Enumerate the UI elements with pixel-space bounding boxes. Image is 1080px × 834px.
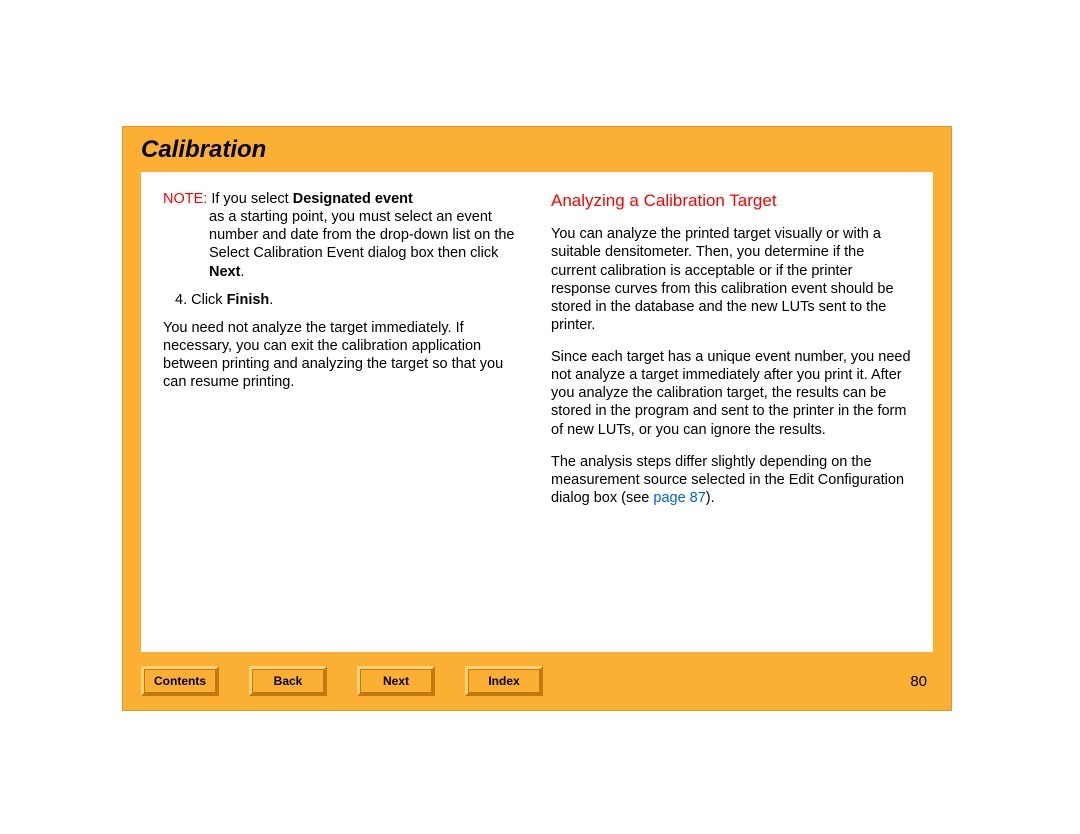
content-panel: NOTE: If you select Designated event as … bbox=[141, 172, 933, 652]
step-number: 4. bbox=[175, 292, 187, 308]
page-number: 80 bbox=[910, 673, 933, 690]
header-bar: Calibration bbox=[123, 127, 951, 172]
section-heading: Analyzing a Calibration Target bbox=[551, 190, 911, 211]
note-body: as a starting point, you must select an … bbox=[163, 208, 523, 281]
step-4: 4. Click Finish. bbox=[163, 291, 523, 309]
note-bold-1: Designated event bbox=[293, 191, 413, 207]
page-title: Calibration bbox=[141, 136, 266, 164]
index-button[interactable]: Index bbox=[465, 666, 543, 696]
step-end: . bbox=[269, 292, 273, 308]
note-text-1: If you select bbox=[207, 191, 292, 207]
note-bold-2: Next bbox=[209, 264, 240, 280]
footer-bar: Contents Back Next Index 80 bbox=[141, 666, 933, 696]
note-text-3: . bbox=[240, 264, 244, 280]
note-text-2: as a starting point, you must select an … bbox=[209, 209, 514, 261]
left-para-1: You need not analyze the target immediat… bbox=[163, 319, 523, 392]
right-column: Analyzing a Calibration Target You can a… bbox=[551, 190, 911, 634]
contents-button[interactable]: Contents bbox=[141, 666, 219, 696]
left-column: NOTE: If you select Designated event as … bbox=[163, 190, 523, 634]
para3-lead: The analysis steps differ slightly depen… bbox=[551, 454, 904, 506]
step-bold: Finish bbox=[227, 292, 270, 308]
note-block: NOTE: If you select Designated event as … bbox=[163, 190, 523, 281]
note-label: NOTE: bbox=[163, 191, 207, 207]
next-button[interactable]: Next bbox=[357, 666, 435, 696]
page-ref-link[interactable]: page 87 bbox=[653, 490, 705, 506]
back-button[interactable]: Back bbox=[249, 666, 327, 696]
right-para-1: You can analyze the printed target visua… bbox=[551, 225, 911, 334]
page-frame: Calibration NOTE: If you select Designat… bbox=[122, 126, 952, 711]
right-para-2: Since each target has a unique event num… bbox=[551, 348, 911, 439]
right-para-3: The analysis steps differ slightly depen… bbox=[551, 453, 911, 507]
step-lead: Click bbox=[187, 292, 226, 308]
para3-end: ). bbox=[706, 490, 715, 506]
